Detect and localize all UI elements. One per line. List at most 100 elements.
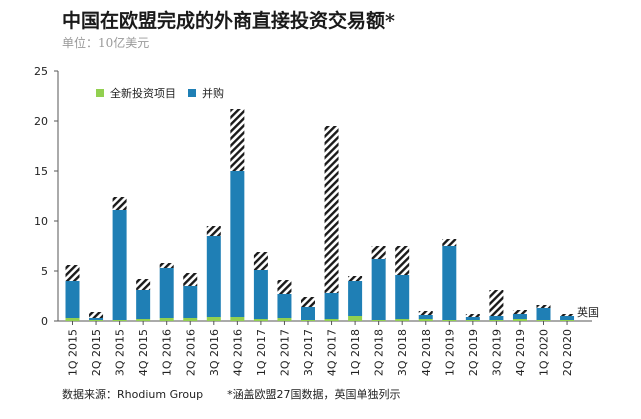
bar-greenfield: [489, 320, 504, 321]
bar-greenfield: [277, 318, 292, 321]
bar-uk: [512, 310, 527, 314]
bar-uk: [253, 252, 268, 270]
x-tick-label: 3Q 2018: [396, 329, 409, 376]
bar-mna: [324, 293, 339, 319]
bar-greenfield: [465, 320, 480, 321]
bar-mna: [230, 171, 245, 317]
chart-subtitle: 单位：10亿美元: [62, 36, 150, 50]
x-tick-label: 2Q 2018: [373, 329, 386, 376]
source-note: 数据来源：Rhodium Group *涵盖欧盟27国数据，英国单独列示: [62, 386, 425, 402]
bar-uk: [301, 297, 315, 307]
bar-greenfield: [230, 317, 245, 321]
bar-mna: [465, 317, 480, 320]
source-text: 数据来源：Rhodium Group: [62, 388, 204, 401]
bar-mna: [560, 316, 575, 320]
bar-uk: [442, 239, 457, 246]
bar-mna: [159, 268, 174, 318]
bar-mna: [301, 307, 315, 320]
legend-label: 并购: [202, 86, 224, 100]
bar-uk: [136, 279, 151, 290]
x-tick-label: 4Q 2015: [137, 329, 150, 376]
bar-mna: [89, 318, 104, 320]
x-tick-label: 3Q 2016: [208, 329, 221, 376]
bar-greenfield: [183, 318, 198, 321]
bar-greenfield: [560, 320, 575, 321]
x-tick-label: 3Q 2019: [490, 329, 503, 376]
bar-uk: [159, 263, 174, 268]
bar-uk: [230, 109, 245, 171]
y-ticks: 0 5 10 15 20 25: [34, 65, 58, 328]
chart-title: 中国在欧盟完成的外商直接投资交易额*: [62, 10, 395, 32]
bar-greenfield: [536, 320, 551, 321]
bar-uk: [418, 311, 433, 315]
legend-label: 全新投资项目: [110, 86, 176, 100]
x-tick-label: 1Q 2017: [255, 329, 268, 376]
legend-swatch: [96, 89, 104, 97]
bar-uk: [65, 265, 80, 281]
bar-greenfield: [136, 319, 151, 321]
x-ticks: 1Q 2015 2Q 2015 3Q 2015 4Q 2015 1Q 2016 2Q 20…: [67, 321, 574, 376]
y-tick-label: 20: [34, 115, 48, 128]
bar-uk: [324, 126, 339, 293]
x-tick-label: 2Q 2020: [561, 329, 574, 376]
x-tick-label: 2Q 2017: [278, 329, 291, 376]
bar-mna: [512, 314, 527, 319]
x-tick-label: 2Q 2015: [90, 329, 103, 376]
bar-mna: [183, 286, 198, 318]
bar-mna: [489, 316, 504, 320]
bar-uk: [395, 246, 410, 275]
bar-greenfield: [348, 316, 363, 321]
legend-swatch: [188, 89, 196, 97]
x-tick-label: 1Q 2019: [443, 329, 456, 376]
uk-annotation: 英国: [577, 305, 599, 319]
footnote-text: *涵盖欧盟27国数据，英国单独列示: [227, 388, 401, 401]
x-tick-label: 4Q 2019: [514, 329, 527, 376]
bar-greenfield: [112, 320, 127, 321]
y-tick-label: 25: [34, 65, 48, 78]
bar-greenfield: [371, 320, 386, 321]
y-tick-label: 0: [41, 315, 48, 328]
bar-mna: [277, 294, 292, 318]
y-tick-label: 15: [34, 165, 48, 178]
bar-uk: [465, 314, 480, 317]
bar-uk: [206, 226, 221, 236]
bar-greenfield: [512, 319, 527, 321]
bar-uk: [277, 280, 292, 294]
annotations: 英国: [577, 305, 599, 319]
x-tick-label: 1Q 2018: [349, 329, 362, 376]
bar-mna: [348, 281, 363, 316]
x-tick-label: 1Q 2015: [67, 329, 80, 376]
bar-greenfield: [442, 320, 457, 321]
bar-greenfield: [395, 319, 410, 321]
legend: 全新投资项目 并购: [96, 86, 224, 100]
bar-mna: [371, 259, 386, 320]
bar-greenfield: [418, 319, 433, 321]
bar-greenfield: [324, 319, 339, 321]
bar-mna: [65, 281, 80, 318]
x-tick-label: 4Q 2018: [420, 329, 433, 376]
bar-uk: [489, 290, 504, 316]
bar-greenfield: [159, 318, 174, 321]
bar-mna: [536, 308, 551, 320]
x-tick-label: 1Q 2016: [161, 329, 174, 376]
bar-uk: [348, 276, 363, 281]
x-tick-label: 4Q 2017: [326, 329, 339, 376]
bar-greenfield: [301, 320, 315, 321]
bar-mna: [136, 290, 151, 319]
x-tick-label: 1Q 2020: [538, 329, 551, 376]
bar-mna: [395, 275, 410, 319]
bar-mna: [253, 270, 268, 319]
bar-uk: [89, 312, 104, 318]
bars: [65, 109, 575, 321]
bar-mna: [418, 315, 433, 319]
bar-mna: [206, 236, 221, 317]
bar-uk: [560, 314, 575, 316]
bar-uk: [536, 305, 551, 308]
bar-greenfield: [65, 318, 80, 321]
x-tick-label: 2Q 2016: [184, 329, 197, 376]
x-tick-label: 4Q 2016: [231, 329, 244, 376]
bar-greenfield: [206, 317, 221, 321]
bar-uk: [183, 273, 198, 286]
bar-greenfield: [253, 319, 268, 321]
